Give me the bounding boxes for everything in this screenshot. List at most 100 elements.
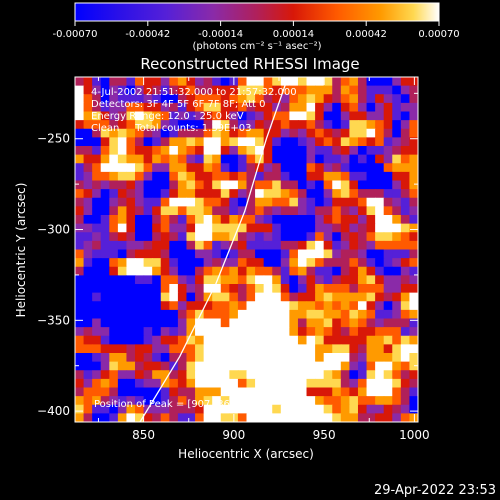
heatmap-cell — [237, 318, 248, 328]
heatmap-cell — [220, 284, 230, 294]
heatmap-cell — [229, 301, 239, 311]
heatmap-cell — [160, 146, 170, 156]
heatmap-cell — [177, 223, 188, 233]
heatmap-cell — [135, 249, 145, 259]
heatmap-cell — [117, 370, 128, 380]
heatmap-cell — [237, 396, 248, 406]
heatmap-cell — [409, 232, 418, 242]
heatmap-cell — [375, 85, 385, 95]
heatmap-cell — [152, 120, 162, 130]
heatmap-cell — [409, 102, 418, 113]
y-tick-label: −350 — [37, 313, 70, 327]
heatmap-cell — [255, 240, 265, 251]
heatmap-cell — [280, 120, 290, 130]
heatmap-cell — [280, 240, 290, 251]
heatmap-cell — [92, 197, 102, 207]
heatmap-cell — [297, 197, 308, 207]
heatmap-cell — [92, 387, 102, 397]
heatmap-cell — [366, 292, 376, 302]
heatmap-cell — [400, 189, 411, 199]
heatmap-cell — [152, 163, 162, 173]
heatmap-cell — [332, 128, 342, 138]
heatmap-cell — [340, 361, 350, 371]
heatmap-cell — [400, 206, 411, 216]
heatmap-cell — [392, 240, 402, 251]
heatmap-cell — [186, 404, 196, 414]
heatmap-cell — [306, 284, 316, 294]
heatmap-cell — [349, 120, 359, 130]
heatmap-cell — [152, 249, 162, 259]
heatmap-cell — [323, 292, 333, 302]
heatmap-cell — [126, 223, 136, 233]
heatmap-cell — [357, 266, 368, 276]
heatmap-cell — [203, 396, 213, 406]
heatmap-cell — [143, 111, 153, 121]
heatmap-cell — [349, 344, 359, 354]
heatmap-cell — [169, 77, 179, 87]
heatmap-cell — [357, 146, 368, 156]
y-tick-label: −400 — [37, 404, 70, 418]
heatmap-cell — [315, 335, 325, 345]
heatmap-cell — [169, 266, 179, 276]
heatmap-cell — [255, 146, 265, 156]
heatmap-cell — [220, 249, 230, 259]
heatmap-cell — [109, 120, 119, 130]
heatmap-cell — [109, 137, 119, 147]
heatmap-cell — [409, 111, 418, 121]
heatmap-cell — [237, 128, 248, 138]
heatmap-cell — [229, 180, 239, 190]
heatmap-cell — [237, 77, 248, 87]
heatmap-cell — [280, 327, 290, 337]
colorbar-unit-label: (photons cm⁻² s⁻¹ asec⁻²) — [192, 41, 321, 52]
heatmap-cell — [75, 301, 85, 311]
heatmap-cell — [246, 370, 256, 380]
heatmap-cell — [152, 215, 162, 225]
heatmap-cell — [75, 318, 85, 328]
heatmap-cell — [109, 309, 119, 320]
heatmap-cell — [263, 102, 273, 113]
heatmap-cell — [392, 223, 402, 233]
heatmap-cell — [212, 396, 222, 406]
heatmap-cell — [117, 94, 128, 104]
heatmap-cell — [246, 318, 256, 328]
heatmap-cell — [375, 301, 385, 311]
heatmap-cell — [263, 266, 273, 276]
heatmap-cell — [280, 206, 290, 216]
heatmap-cell — [75, 111, 85, 121]
heatmap-cell — [375, 327, 385, 337]
heatmap-cell — [135, 137, 145, 147]
heatmap-cell — [315, 353, 325, 363]
heatmap-cell — [306, 137, 316, 147]
heatmap-cell — [366, 335, 376, 345]
heatmap-cell — [383, 137, 393, 147]
heatmap-cell — [323, 249, 333, 259]
heatmap-cell — [92, 102, 102, 113]
heatmap-cell — [297, 111, 308, 121]
heatmap-cell — [195, 258, 205, 268]
heatmap-cell — [109, 154, 119, 164]
heatmap-cell — [186, 301, 196, 311]
heatmap-cell — [75, 154, 85, 164]
heatmap-cell — [83, 189, 93, 199]
heatmap-cell — [212, 102, 222, 113]
heatmap-cell — [92, 94, 102, 104]
heatmap-cell — [357, 318, 368, 328]
heatmap-cell — [195, 102, 205, 113]
heatmap-cell — [409, 94, 418, 104]
heatmap-cell — [177, 85, 188, 95]
annotation-clean-counts: Clean Total counts: 1.39E+03 — [91, 123, 251, 134]
heatmap-cell — [349, 206, 359, 216]
heatmap-cell — [409, 335, 418, 345]
heatmap-cell — [315, 128, 325, 138]
heatmap-cell — [400, 215, 411, 225]
heatmap-cell — [186, 266, 196, 276]
heatmap-cell — [237, 137, 248, 147]
heatmap-cell — [92, 77, 102, 87]
heatmap-cell — [160, 292, 170, 302]
heatmap-cell — [332, 284, 342, 294]
heatmap-cell — [375, 189, 385, 199]
heatmap-cell — [143, 197, 153, 207]
heatmap-cell — [349, 292, 359, 302]
heatmap-cell — [229, 94, 239, 104]
heatmap-cell — [280, 309, 290, 320]
